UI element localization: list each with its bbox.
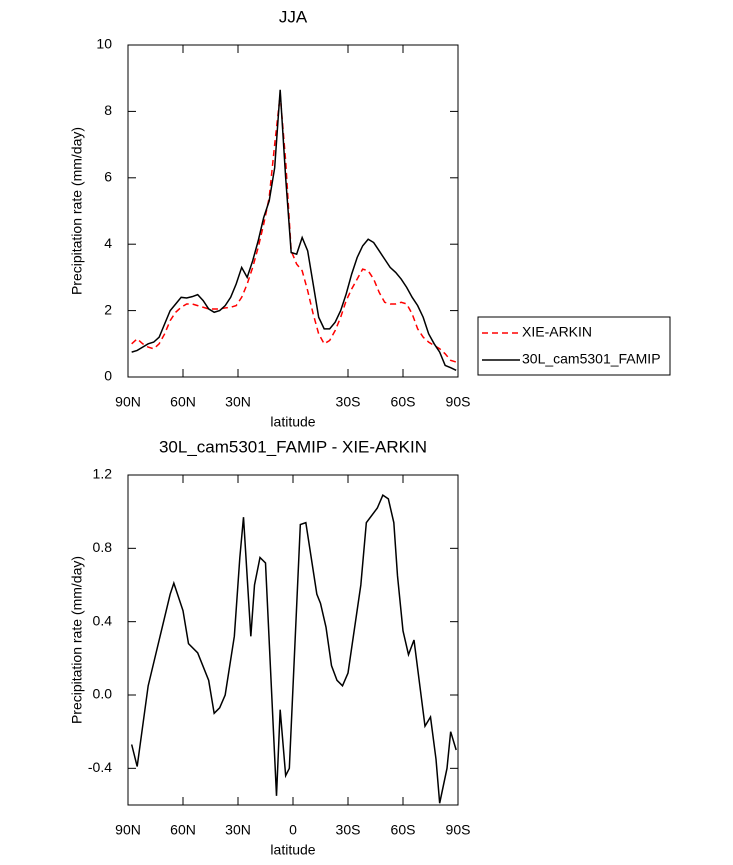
data-line <box>131 94 457 363</box>
x-tick-label: 60N <box>170 394 196 410</box>
data-line <box>130 494 457 804</box>
y-tick-label: 4 <box>104 235 112 251</box>
x-tick-label: 90S <box>446 822 471 838</box>
plot-frame <box>127 474 459 806</box>
x-axis-label: latitude <box>270 414 315 430</box>
y-tick-label: 8 <box>104 102 112 118</box>
y-tick-label: 6 <box>104 169 112 185</box>
y-tick-label: 0 <box>104 368 112 384</box>
x-tick-label: 60S <box>391 394 416 410</box>
x-tick-label: 60S <box>391 822 416 838</box>
data-line <box>131 89 457 372</box>
y-tick-label: -0.4 <box>88 759 112 775</box>
x-axis-label: latitude <box>270 842 315 858</box>
x-tick-label: 60N <box>170 822 196 838</box>
legend-label: 30L_cam5301_FAMIP <box>522 351 661 367</box>
x-tick-label: 90N <box>115 822 141 838</box>
chart-title: 30L_cam5301_FAMIP - XIE-ARKIN <box>159 437 427 456</box>
y-tick-label: 1.2 <box>93 466 113 482</box>
y-axis-label: Precipitation rate (mm/day) <box>69 127 85 295</box>
legend-box <box>477 316 671 376</box>
plot-frame <box>127 44 459 378</box>
chart-title: JJA <box>279 7 308 26</box>
x-tick-label: 30S <box>336 394 361 410</box>
x-tick-label: 30N <box>225 394 251 410</box>
x-tick-label: 90N <box>115 394 141 410</box>
x-tick-label: 90S <box>446 394 471 410</box>
y-tick-label: 0.8 <box>93 539 113 555</box>
y-axis-label: Precipitation rate (mm/day) <box>69 556 85 724</box>
x-tick-label: 30S <box>336 822 361 838</box>
y-tick-label: 10 <box>96 36 112 52</box>
x-tick-label: 0 <box>289 822 297 838</box>
y-tick-label: 2 <box>104 301 112 317</box>
y-tick-label: 0.4 <box>93 612 113 628</box>
y-tick-label: 0.0 <box>93 686 113 702</box>
x-tick-label: 30N <box>225 822 251 838</box>
legend-label: XIE-ARKIN <box>522 324 592 340</box>
